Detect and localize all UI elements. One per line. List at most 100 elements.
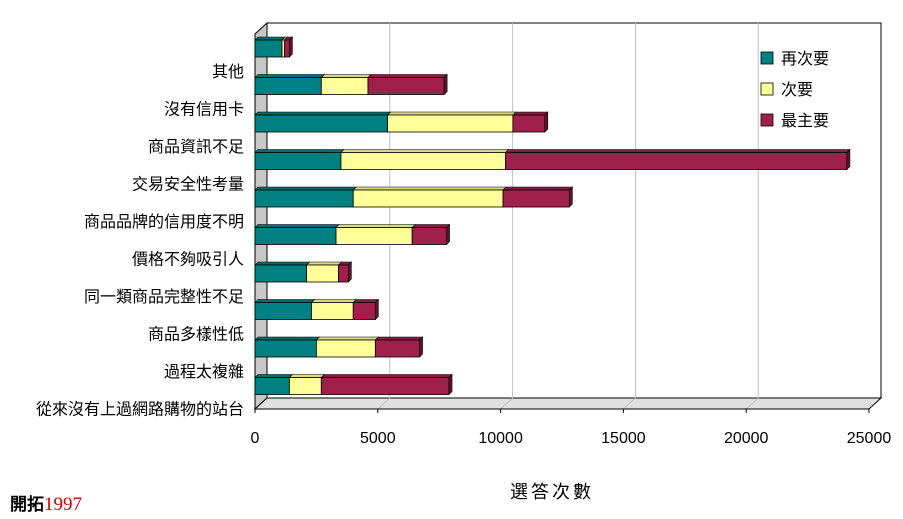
bar-top-1 [310,299,357,303]
bar-segment-2 [411,227,447,245]
bar-top-2 [502,186,574,191]
bar-segment-0 [254,114,389,133]
category-label: 交易安全性考量 [132,175,244,194]
bar-top-0 [254,374,294,378]
x-tick-label: 15000 [601,430,646,447]
bar-side [443,73,448,96]
bar-top-0 [254,74,326,78]
bar-segment-2 [338,264,349,283]
gridline-floor [500,397,513,410]
legend-label-0: 再次要 [781,49,829,68]
legend-swatch-1 [760,82,774,96]
bar-top-1 [340,149,510,153]
bar-top-2 [367,74,448,78]
category-label: 其他 [212,62,244,81]
bar-top-0 [254,224,340,228]
bar-segment-2 [374,339,420,358]
bar-segment-1 [315,339,376,358]
bar-side [419,336,423,358]
category-label: 沒有信用卡 [164,100,244,119]
category-label: 從來沒有上過網路購物的站台 [36,400,244,419]
bar-top-0 [254,186,357,191]
bar-segment-1 [288,377,322,395]
gridline-floor [623,397,636,410]
bar-top-1 [352,186,507,191]
bar-top-0 [254,261,311,266]
x-tick-label: 0 [251,430,260,447]
bar-segment-0 [254,152,342,170]
bar-side [375,298,379,321]
legend-label-2: 最主要 [781,111,829,130]
category-label: 價格不夠吸引人 [132,250,244,269]
gridlines [254,23,870,413]
bar-segment-2 [367,77,445,95]
bar-segment-0 [254,189,354,208]
bar-top-2 [374,336,424,341]
bar-side [348,261,352,283]
bar-segment-1 [387,114,514,133]
category-label: 過程太複雜 [164,362,244,381]
gridline-floor [377,397,391,410]
bar-segment-1 [335,227,413,245]
category-label: 同一類商品完整性不足 [84,287,244,306]
bar-segment-1 [311,302,354,320]
bar-segment-0 [254,377,290,395]
x-tick-label: 20000 [724,430,769,447]
gridline-floor [745,397,759,410]
bar-segment-1 [306,264,339,283]
legend-swatch-2 [760,113,774,127]
bar-side [544,111,549,133]
source-credit: 開拓1997 [10,490,82,516]
credit-year: 1997 [44,494,82,515]
bar-side [846,148,851,171]
category-label: 商品資訊不足 [148,137,244,156]
bar-top-2 [504,149,851,153]
bar-segment-1 [320,77,369,95]
bar-segment-0 [254,339,317,358]
bar-side [446,223,450,246]
bar-top-1 [305,261,343,266]
bar-segment-1 [352,189,504,208]
bar-segment-0 [254,39,283,58]
category-labels: 其他沒有信用卡商品資訊不足交易安全性考量商品品牌的信用度不明價格不夠吸引人同一類… [36,62,244,419]
credit-name: 開拓 [10,495,44,515]
bar-top-0 [254,299,316,303]
bar-segment-2 [505,152,848,170]
bar-segment-0 [254,264,307,283]
category-label: 商品品牌的信用度不明 [84,212,244,231]
bar-segment-2 [352,302,376,320]
bar-segment-2 [512,114,546,133]
bar-segment-1 [340,152,506,170]
category-label: 商品多樣性低 [148,325,244,344]
bar-top-0 [254,36,286,41]
bar-segment-2 [502,189,570,208]
x-tick-label: 10000 [478,430,523,447]
bars [254,36,851,396]
bar-top-0 [254,149,345,153]
x-tick-labels: 0 5000 10000 15000 20000 25000 [251,430,892,447]
bar-segment-2 [320,377,450,395]
bar-top-1 [315,336,380,341]
legend-label-1: 次要 [781,80,813,99]
bar-segment-0 [254,227,337,245]
floor [253,397,883,410]
bar-side [289,36,293,58]
bar-top-1 [320,74,372,78]
x-tick-label: 5000 [360,430,396,447]
bar-top-0 [254,111,392,116]
bar-top-0 [254,336,321,341]
bar-top-1 [386,111,517,116]
bar-top-2 [320,374,453,378]
bar-top-2 [352,299,380,303]
bar-segment-2 [284,39,290,58]
bar-top-1 [288,374,326,378]
bar-top-2 [411,224,451,228]
x-tick-label: 25000 [847,430,892,447]
legend-swatch-0 [760,51,774,65]
bar-top-2 [512,111,549,116]
bar-segment-0 [254,302,312,320]
bar-top-1 [335,224,416,228]
bar-segment-0 [254,77,322,95]
